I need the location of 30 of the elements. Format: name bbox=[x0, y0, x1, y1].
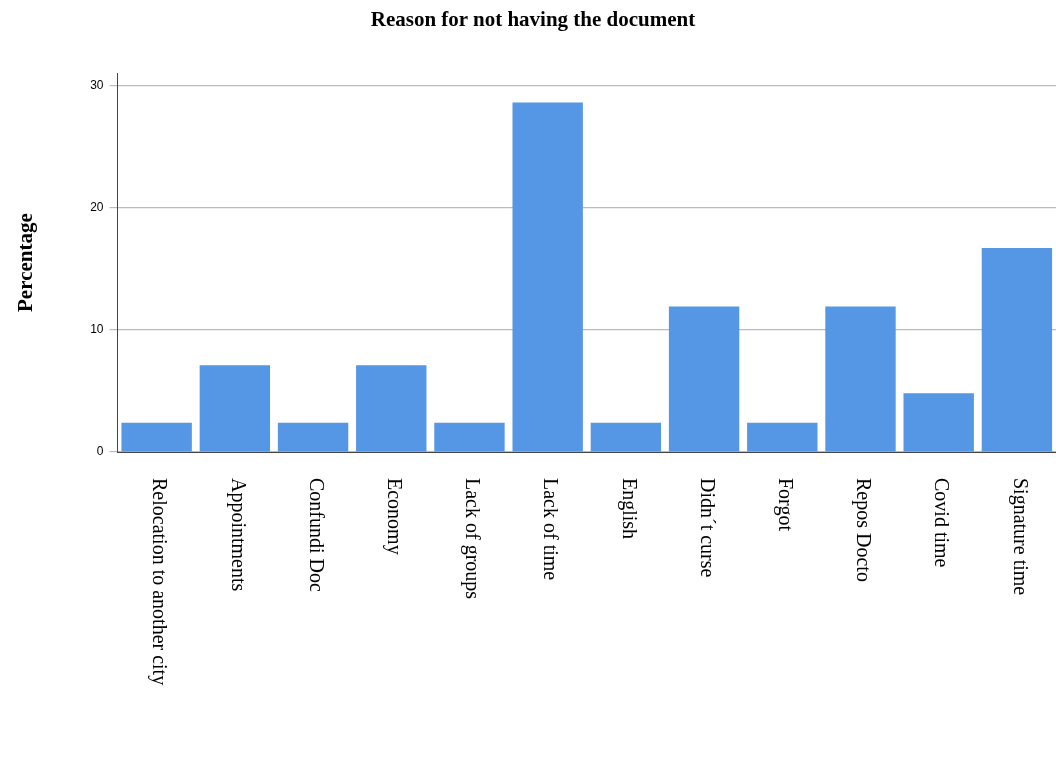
bar bbox=[903, 393, 974, 452]
y-tick-label: 0 bbox=[96, 444, 104, 459]
x-tick-label: Lack of groups bbox=[461, 478, 485, 600]
bar bbox=[590, 422, 662, 452]
bar bbox=[825, 306, 896, 452]
x-tick-label: Repos Docto bbox=[852, 478, 876, 582]
y-tick-label: 30 bbox=[90, 77, 104, 92]
x-tick-label: Forgot bbox=[774, 478, 798, 532]
chart-title: Reason for not having the document bbox=[370, 7, 696, 32]
x-tick-label: Relocation to another city bbox=[148, 478, 172, 686]
y-tick-label: 20 bbox=[90, 199, 104, 214]
bar bbox=[747, 422, 818, 452]
y-tick-label: 10 bbox=[90, 322, 104, 337]
bar bbox=[277, 422, 349, 452]
x-tick-label: Didn´t curse bbox=[696, 478, 719, 578]
bar bbox=[668, 306, 740, 452]
x-tick-label: Signature time bbox=[1008, 478, 1032, 596]
bar bbox=[512, 102, 583, 452]
bar bbox=[981, 247, 1053, 452]
x-tick-label: Economy bbox=[383, 478, 407, 555]
y-axis-title: Percentage bbox=[13, 213, 38, 312]
x-tick-label: English bbox=[617, 478, 641, 540]
x-tick-label: Lack of time bbox=[540, 478, 563, 581]
x-tick-label: Confundi Doc bbox=[305, 478, 328, 592]
bar bbox=[356, 365, 427, 452]
bar bbox=[121, 422, 192, 452]
x-tick-label: Covid time bbox=[931, 478, 954, 568]
bar bbox=[199, 365, 271, 452]
bar bbox=[434, 422, 505, 452]
x-tick-label: Appointments bbox=[226, 478, 250, 592]
